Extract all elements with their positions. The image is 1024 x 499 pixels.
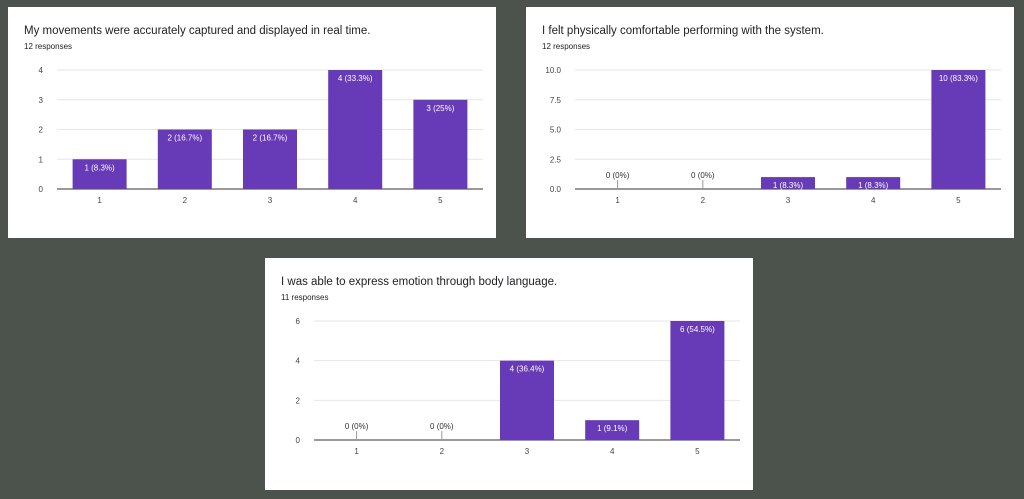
x-tick-label: 5 — [956, 196, 961, 205]
y-tick-label: 2.5 — [550, 155, 562, 164]
data-label: 2 (16.7%) — [167, 134, 202, 143]
y-tick-label: 6 — [296, 317, 301, 326]
x-tick-label: 3 — [525, 447, 530, 456]
bar — [585, 420, 640, 440]
y-tick-label: 3 — [39, 96, 44, 105]
data-label: 4 (33.3%) — [338, 74, 373, 83]
data-label: 1 (8.3%) — [858, 181, 889, 190]
y-tick-label: 7.5 — [550, 96, 562, 105]
data-label: 1 (9.1%) — [597, 424, 628, 433]
data-label: 3 (25%) — [426, 104, 454, 113]
x-tick-label: 2 — [183, 196, 188, 205]
data-label: 0 (0%) — [606, 171, 630, 180]
bar — [846, 177, 901, 189]
x-tick-label: 3 — [268, 196, 273, 205]
chart-card-express-emotion: I was able to express emotion through bo… — [265, 258, 753, 490]
response-count: 11 responses — [281, 293, 329, 302]
y-tick-label: 2 — [39, 126, 44, 135]
x-tick-label: 4 — [353, 196, 358, 205]
bar — [761, 177, 815, 189]
bar — [157, 129, 212, 189]
bar — [931, 70, 986, 189]
chart-card-movements-captured: My movements were accurately captured an… — [8, 7, 496, 238]
data-label: 10 (83.3%) — [939, 74, 978, 83]
y-tick-label: 4 — [39, 66, 44, 75]
response-count: 12 responses — [24, 42, 73, 51]
bar — [500, 360, 554, 440]
y-tick-label: 5.0 — [550, 126, 562, 135]
x-tick-label: 2 — [440, 447, 445, 456]
y-tick-label: 4 — [296, 357, 301, 366]
chart-title: My movements were accurately captured an… — [24, 25, 371, 37]
bar-chart-express-emotion: 0 2 4 6 0 (0%) 1 0 (0%) 2 4 (36.4%) 3 1 (9.1%) 4 6 (… — [296, 317, 740, 456]
bar-chart-physically-comfortable: 0.0 2.5 5.0 7.5 10.0 0 (0%) 1 0 (0%) 2 1 (8.3%) 3 1… — [545, 66, 1001, 205]
x-tick-label: 5 — [695, 447, 700, 456]
bar — [413, 99, 468, 189]
data-label: 0 (0%) — [430, 422, 454, 431]
chart-title: I felt physically comfortable performing… — [542, 25, 824, 37]
chart-title: I was able to express emotion through bo… — [281, 276, 558, 288]
x-tick-label: 1 — [354, 447, 359, 456]
y-tick-label: 0.0 — [550, 185, 562, 194]
x-tick-label: 2 — [701, 196, 706, 205]
data-label: 1 (8.3%) — [773, 181, 804, 190]
x-tick-label: 1 — [97, 196, 102, 205]
bar — [328, 70, 383, 189]
data-label: 2 (16.7%) — [253, 134, 288, 143]
x-tick-label: 4 — [610, 447, 615, 456]
x-tick-label: 4 — [871, 196, 876, 205]
bar — [670, 321, 725, 440]
y-tick-label: 10.0 — [545, 66, 561, 75]
data-label: 6 (54.5%) — [680, 325, 715, 334]
x-tick-label: 5 — [438, 196, 443, 205]
bar — [72, 159, 127, 189]
bar-chart-movements-captured: 0 1 2 3 4 1 (8.3%) 1 2 (16.7%) 2 2 (16.7%) 3 4 (33.… — [39, 66, 483, 205]
x-tick-label: 1 — [615, 196, 620, 205]
bar — [243, 129, 297, 189]
response-count: 12 responses — [542, 42, 591, 51]
chart-card-physically-comfortable: I felt physically comfortable performing… — [526, 7, 1014, 238]
data-label: 1 (8.3%) — [84, 163, 115, 172]
x-tick-label: 3 — [786, 196, 791, 205]
data-label: 0 (0%) — [345, 422, 369, 431]
y-tick-label: 0 — [296, 436, 301, 445]
data-label: 4 (36.4%) — [510, 365, 545, 374]
y-tick-label: 2 — [296, 396, 301, 405]
y-tick-label: 0 — [39, 185, 44, 194]
y-tick-label: 1 — [39, 155, 44, 164]
data-label: 0 (0%) — [691, 171, 715, 180]
